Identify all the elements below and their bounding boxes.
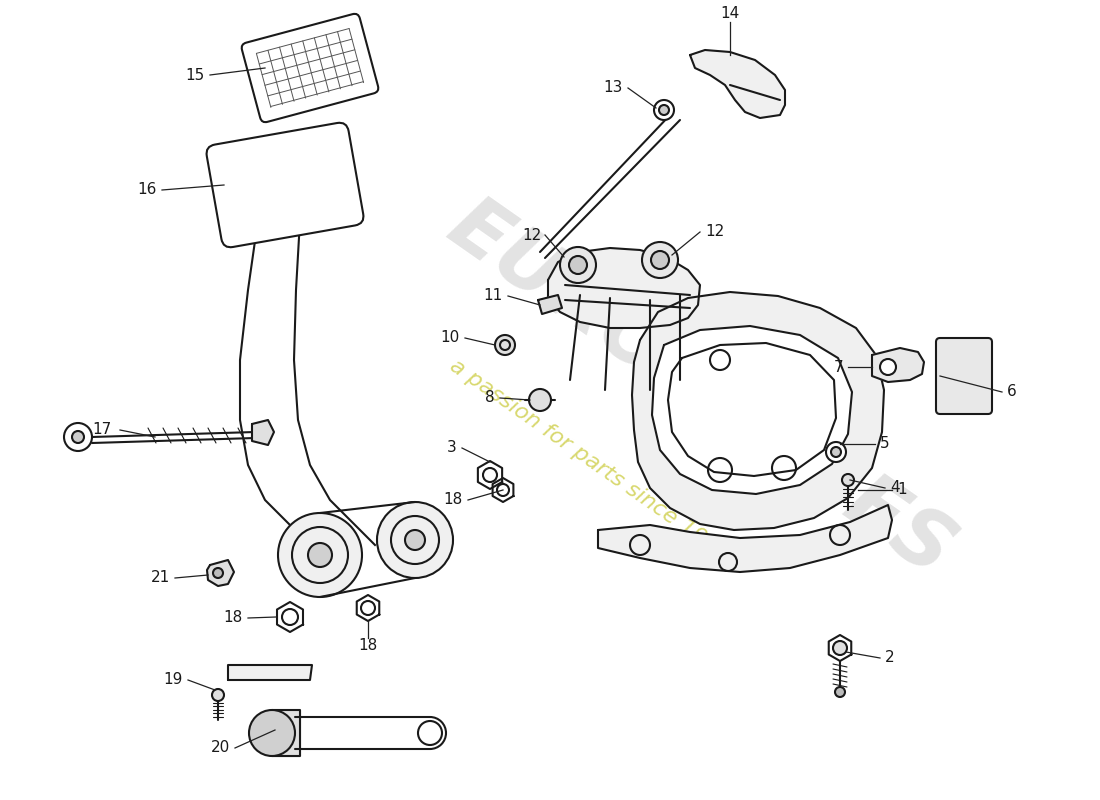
Circle shape — [308, 543, 332, 567]
Text: 4: 4 — [890, 481, 900, 495]
Circle shape — [212, 689, 224, 701]
Text: a passion for parts since 1985: a passion for parts since 1985 — [447, 355, 734, 565]
Polygon shape — [652, 326, 852, 494]
Circle shape — [642, 242, 678, 278]
Polygon shape — [872, 348, 924, 382]
Polygon shape — [690, 50, 785, 118]
Text: 17: 17 — [92, 422, 112, 438]
Text: 20: 20 — [211, 741, 230, 755]
FancyBboxPatch shape — [242, 14, 378, 122]
Text: 15: 15 — [186, 67, 205, 82]
Text: 18: 18 — [359, 638, 377, 654]
Circle shape — [495, 335, 515, 355]
Text: 21: 21 — [151, 570, 170, 586]
Text: EUROSPARES: EUROSPARES — [433, 186, 967, 594]
Text: 1: 1 — [896, 482, 906, 498]
Polygon shape — [548, 248, 700, 328]
Circle shape — [826, 442, 846, 462]
Circle shape — [830, 447, 842, 457]
Circle shape — [560, 247, 596, 283]
Circle shape — [835, 687, 845, 697]
Text: 13: 13 — [604, 81, 623, 95]
Text: 3: 3 — [448, 441, 456, 455]
Polygon shape — [632, 292, 884, 530]
Text: 14: 14 — [720, 6, 739, 22]
Circle shape — [529, 389, 551, 411]
FancyBboxPatch shape — [936, 338, 992, 414]
Text: 6: 6 — [1006, 385, 1016, 399]
Circle shape — [842, 474, 854, 486]
Text: 11: 11 — [484, 289, 503, 303]
Text: 18: 18 — [223, 610, 243, 626]
Circle shape — [833, 641, 847, 655]
Circle shape — [278, 513, 362, 597]
Circle shape — [405, 530, 425, 550]
Circle shape — [249, 710, 295, 756]
Circle shape — [654, 100, 674, 120]
Text: 18: 18 — [443, 493, 463, 507]
Polygon shape — [272, 710, 300, 756]
Text: 2: 2 — [886, 650, 894, 666]
Polygon shape — [598, 505, 892, 572]
Polygon shape — [228, 665, 312, 680]
Circle shape — [569, 256, 587, 274]
Text: 8: 8 — [485, 390, 495, 406]
Circle shape — [213, 568, 223, 578]
FancyBboxPatch shape — [207, 122, 363, 247]
Text: 19: 19 — [164, 673, 183, 687]
Circle shape — [64, 423, 92, 451]
Circle shape — [659, 105, 669, 115]
Circle shape — [72, 431, 84, 443]
Text: 5: 5 — [880, 437, 890, 451]
Circle shape — [651, 251, 669, 269]
Text: 10: 10 — [441, 330, 460, 346]
Polygon shape — [538, 295, 562, 314]
Text: 12: 12 — [522, 227, 542, 242]
Text: 12: 12 — [705, 225, 724, 239]
Circle shape — [880, 359, 896, 375]
Circle shape — [377, 502, 453, 578]
Polygon shape — [252, 420, 274, 445]
Text: 16: 16 — [138, 182, 157, 198]
Text: 7: 7 — [834, 359, 843, 374]
Polygon shape — [207, 560, 234, 586]
